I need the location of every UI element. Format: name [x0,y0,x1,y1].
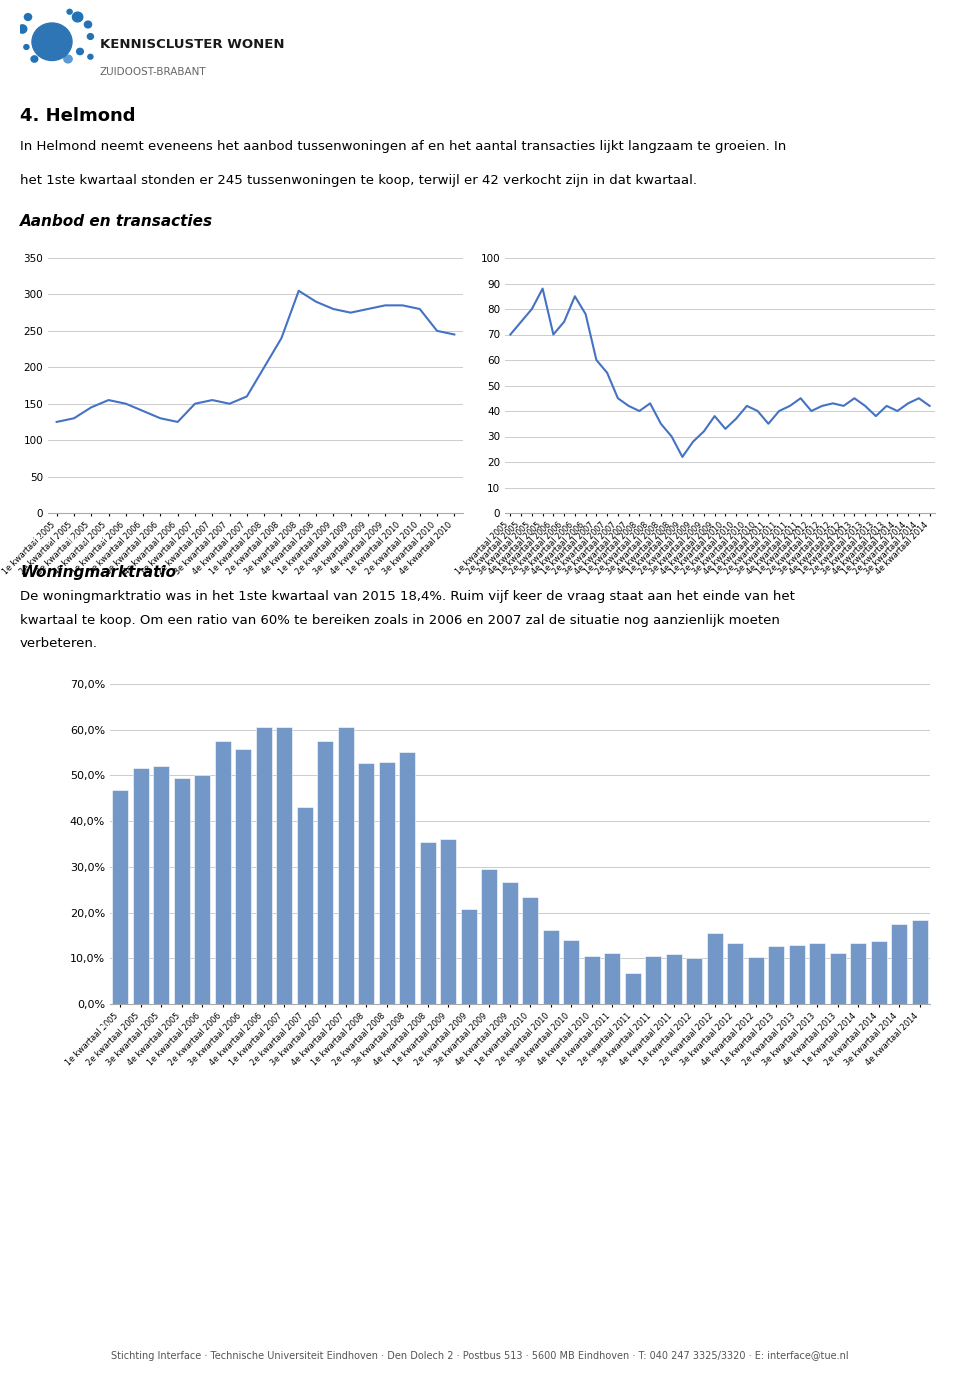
Text: verbeteren.: verbeteren. [20,637,98,650]
Bar [420,841,436,1004]
Text: Figuur 14. Woningmarktratio in Helmond: Figuur 14. Woningmarktratio in Helmond [25,667,252,677]
Bar [276,727,293,1004]
Bar [768,946,784,1004]
Bar [214,741,231,1004]
Text: 4. Helmond: 4. Helmond [20,108,135,125]
Bar [399,752,416,1004]
Bar [501,883,518,1004]
Text: Aanbod en transacties: Aanbod en transacties [20,214,213,229]
Text: KENNISCLUSTER WONEN: KENNISCLUSTER WONEN [100,39,284,51]
Bar [378,761,395,1004]
Bar [174,778,190,1004]
Text: Bron: NVM, 2015: Bron: NVM, 2015 [25,535,118,545]
Circle shape [31,57,37,62]
Bar [727,943,743,1004]
Bar [707,934,723,1004]
Text: kwartaal te koop. Om een ratio van 60% te bereiken zoals in 2006 en 2007 zal de : kwartaal te koop. Om een ratio van 60% t… [20,614,780,626]
Text: Woningmarktratio: Woningmarktratio [20,565,176,581]
Bar [809,943,826,1004]
Text: het 1ste kwartaal stonden er 245 tussenwoningen te koop, terwijl er 42 verkocht : het 1ste kwartaal stonden er 245 tussenw… [20,174,697,186]
Bar [542,931,559,1004]
Circle shape [84,21,91,28]
Bar [440,838,456,1004]
Circle shape [32,23,72,61]
Bar [461,909,477,1004]
Bar [132,768,149,1004]
Bar [686,958,703,1004]
Bar [255,728,272,1004]
Bar [912,920,928,1004]
Bar [112,790,129,1004]
Bar [481,869,497,1004]
Bar [564,940,580,1004]
Circle shape [87,54,93,59]
Bar [665,954,682,1004]
Circle shape [72,12,83,22]
Bar [584,956,600,1004]
Circle shape [63,55,72,63]
Bar [748,957,764,1004]
Circle shape [67,10,72,14]
Bar [788,946,804,1004]
Bar [338,728,354,1004]
Bar [235,749,252,1004]
Bar [194,775,210,1004]
Bar [891,924,907,1004]
Text: De woningmarktratio was in het 1ste kwartaal van 2015 18,4%. Ruim vijf keer de v: De woningmarktratio was in het 1ste kwar… [20,590,795,603]
Bar [358,763,374,1004]
Text: ZUIDOOST-BRABANT: ZUIDOOST-BRABANT [100,66,206,77]
Bar [850,943,867,1004]
Bar [604,953,620,1004]
Circle shape [77,48,84,55]
Text: In Helmond neemt eveneens het aanbod tussenwoningen af en het aantal transacties: In Helmond neemt eveneens het aanbod tus… [20,141,786,153]
Bar [297,808,313,1004]
Bar [153,765,170,1004]
Text: Stichting Interface · Technische Universiteit Eindhoven · Den Dolech 2 · Postbus: Stichting Interface · Technische Univers… [111,1351,849,1361]
Circle shape [24,14,32,21]
Bar [317,741,333,1004]
Text: Bron: NVM, 2015: Bron: NVM, 2015 [25,1023,118,1033]
Bar [522,896,539,1004]
Circle shape [87,33,93,40]
Bar [625,974,641,1004]
Bar [871,942,887,1004]
Text: Figuur 12 en 13. Aanbod tussenwoningen (links) en transacties tussenwoningen Hel: Figuur 12 en 13. Aanbod tussenwoningen (… [25,241,576,251]
Circle shape [24,44,29,50]
Bar [829,953,846,1004]
Circle shape [18,25,27,33]
Bar [645,957,661,1004]
